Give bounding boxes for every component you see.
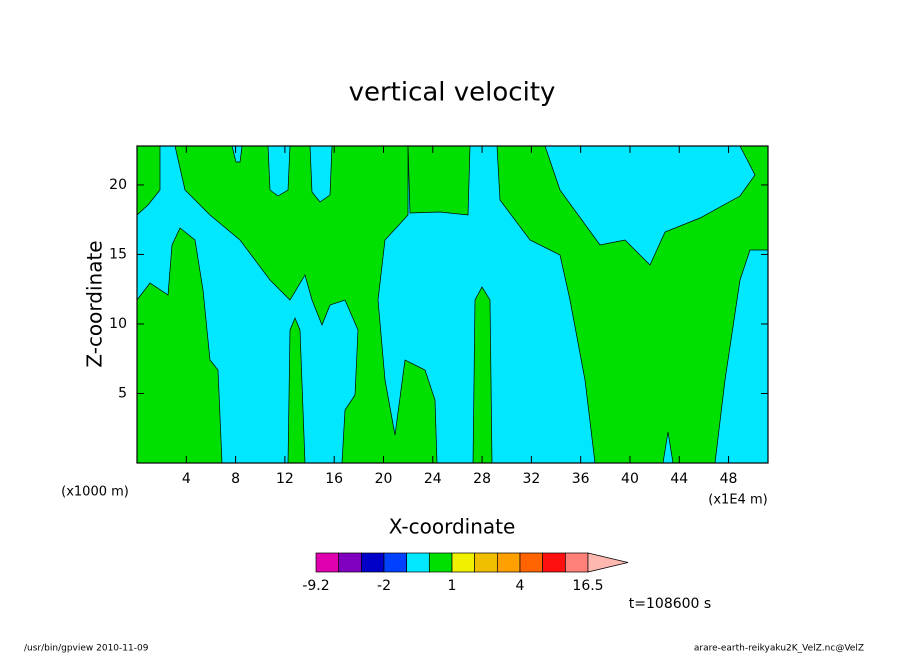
x-scale-label: (x1E4 m) xyxy=(708,493,767,508)
x-tick-label: 12 xyxy=(276,471,294,487)
x-axis-title: X-coordinate xyxy=(389,515,516,539)
x-tick-label: 40 xyxy=(621,471,639,487)
y-tick-label: 10 xyxy=(109,316,127,332)
contour-region xyxy=(407,146,471,216)
x-tick-label: 44 xyxy=(670,471,688,487)
contour-field xyxy=(137,146,768,463)
colorbar-segment xyxy=(474,552,498,573)
annotation: t=108600 s xyxy=(629,596,711,612)
x-tick-label: 28 xyxy=(473,471,491,487)
contour-region xyxy=(137,146,161,216)
colorbar-tick-label: 4 xyxy=(516,578,525,594)
colorbar-segment xyxy=(338,552,362,573)
y-tick-label: 5 xyxy=(118,385,127,401)
x-tick-label: 20 xyxy=(375,471,393,487)
footer-right: arare-earth-reikyaku2K_VelZ.nc@VelZ xyxy=(694,644,864,654)
contour-region xyxy=(174,146,438,463)
x-tick-label: 16 xyxy=(325,471,343,487)
colorbar-segment xyxy=(519,552,544,573)
colorbar-tick-label: -2 xyxy=(377,578,391,594)
chart-title: vertical velocity xyxy=(349,78,556,108)
colorbar-tick-label: 1 xyxy=(448,578,457,594)
colorbar-segment xyxy=(564,552,589,573)
x-tick-label: 8 xyxy=(231,471,240,487)
colorbar-segment xyxy=(428,552,453,573)
x-unit-label: (x1000 m) xyxy=(61,485,129,500)
y-tick-label: 15 xyxy=(109,246,127,262)
colorbar-segment xyxy=(406,552,430,573)
plot-frame xyxy=(136,145,769,464)
colorbar-segment xyxy=(360,552,385,573)
y-tick-label: 20 xyxy=(109,177,127,193)
contour-region xyxy=(287,317,306,463)
colorbar-tick-label: 16.5 xyxy=(572,578,603,594)
colorbar-segment xyxy=(451,552,476,573)
footer-left: /usr/bin/gpview 2010-11-09 xyxy=(24,644,149,654)
colorbar-tick-label: -9.2 xyxy=(302,578,329,594)
colorbar-segment xyxy=(383,552,408,573)
x-tick-label: 48 xyxy=(720,471,738,487)
contour-region xyxy=(137,227,223,463)
colorbar-segment xyxy=(542,552,566,573)
x-tick-label: 32 xyxy=(522,471,540,487)
colorbar-extension xyxy=(587,552,629,573)
colorbar-segment xyxy=(496,552,521,573)
y-axis-title: Z-coordinate xyxy=(83,240,107,367)
contour-region xyxy=(496,146,768,463)
contour-region xyxy=(472,286,493,463)
x-tick-label: 36 xyxy=(572,471,590,487)
x-tick-label: 4 xyxy=(182,471,191,487)
contour-region xyxy=(231,146,333,203)
colorbar-segment xyxy=(315,552,340,573)
x-tick-label: 24 xyxy=(424,471,442,487)
